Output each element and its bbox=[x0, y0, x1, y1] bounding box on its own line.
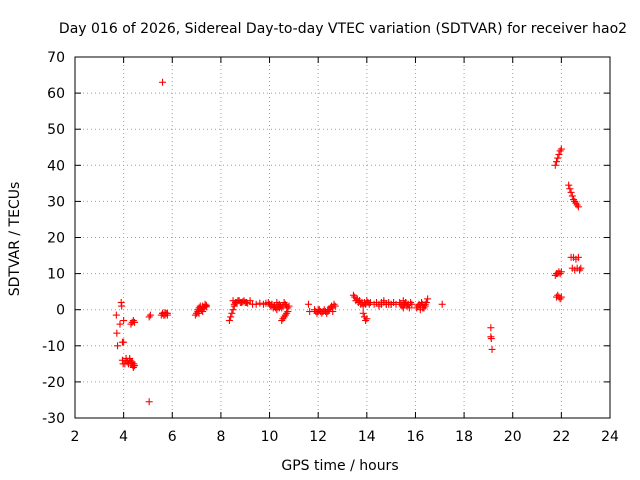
data-point bbox=[256, 299, 264, 307]
data-point bbox=[284, 308, 292, 316]
data-point bbox=[118, 302, 126, 310]
data-point bbox=[145, 398, 153, 406]
data-point bbox=[421, 300, 429, 308]
y-axis-label: SDTVAR / TECUs bbox=[7, 182, 23, 297]
data-point bbox=[419, 304, 427, 312]
data-point bbox=[565, 181, 573, 189]
data-point bbox=[331, 302, 339, 310]
x-tick-label: 2 bbox=[71, 429, 80, 445]
data-point bbox=[306, 308, 314, 316]
data-point bbox=[359, 309, 367, 317]
data-series-sdtvar bbox=[112, 78, 585, 406]
y-tick-label: 60 bbox=[47, 86, 65, 102]
data-point bbox=[225, 317, 233, 325]
x-axis-label: GPS time / hours bbox=[281, 458, 398, 474]
data-point bbox=[362, 317, 370, 325]
y-tick-label: -10 bbox=[42, 339, 65, 355]
data-point bbox=[399, 304, 407, 312]
data-point bbox=[202, 303, 210, 311]
data-point bbox=[576, 266, 584, 274]
data-point bbox=[363, 315, 371, 323]
data-point bbox=[487, 335, 495, 343]
data-point bbox=[145, 313, 153, 321]
data-point bbox=[131, 318, 139, 326]
x-tick-label: 20 bbox=[504, 429, 522, 445]
grid-lines bbox=[75, 57, 610, 418]
y-tick-label: 20 bbox=[47, 231, 65, 247]
data-point bbox=[113, 329, 121, 337]
data-point bbox=[120, 317, 128, 325]
y-tick-label: 10 bbox=[47, 267, 65, 283]
y-tick-label: 40 bbox=[47, 158, 65, 174]
data-point bbox=[405, 304, 413, 312]
x-tick-label: 24 bbox=[601, 429, 619, 445]
data-point bbox=[319, 308, 327, 316]
data-point bbox=[146, 311, 154, 319]
data-point bbox=[270, 302, 278, 310]
data-point bbox=[329, 308, 337, 316]
data-point bbox=[557, 293, 565, 301]
data-point bbox=[227, 313, 235, 321]
data-point bbox=[568, 192, 576, 200]
data-point bbox=[424, 295, 432, 303]
x-tick-label: 10 bbox=[261, 429, 279, 445]
data-point bbox=[556, 147, 564, 155]
x-tick-label: 14 bbox=[358, 429, 376, 445]
y-tick-label: 50 bbox=[47, 122, 65, 138]
data-point bbox=[574, 253, 582, 261]
x-tick-label: 18 bbox=[455, 429, 473, 445]
y-tick-label: 0 bbox=[56, 303, 65, 319]
data-point bbox=[114, 342, 122, 350]
data-point bbox=[131, 362, 139, 370]
data-point bbox=[228, 309, 236, 317]
x-tick-label: 8 bbox=[216, 429, 225, 445]
x-tick-label: 22 bbox=[552, 429, 570, 445]
data-point bbox=[116, 320, 124, 328]
data-point bbox=[159, 78, 167, 86]
data-point bbox=[275, 300, 283, 308]
y-tick-label: -30 bbox=[42, 411, 65, 427]
data-point bbox=[242, 298, 250, 306]
data-point bbox=[557, 145, 565, 153]
data-point bbox=[229, 306, 237, 314]
y-tick-label: -20 bbox=[42, 375, 65, 391]
data-point bbox=[555, 150, 563, 158]
data-point bbox=[387, 300, 395, 308]
data-point bbox=[487, 324, 495, 332]
data-point bbox=[112, 311, 120, 319]
data-point bbox=[438, 300, 446, 308]
data-point bbox=[488, 345, 496, 353]
data-point bbox=[304, 300, 312, 308]
data-point bbox=[195, 309, 203, 317]
data-point bbox=[566, 185, 574, 193]
data-point bbox=[252, 300, 260, 308]
data-point bbox=[553, 158, 560, 166]
data-point bbox=[358, 298, 366, 306]
data-point bbox=[120, 338, 128, 346]
data-point bbox=[574, 203, 582, 211]
data-point bbox=[163, 309, 171, 317]
x-tick-label: 6 bbox=[168, 429, 177, 445]
data-point bbox=[554, 154, 562, 162]
data-point bbox=[557, 268, 565, 276]
data-point bbox=[246, 297, 254, 305]
x-tick-label: 4 bbox=[119, 429, 128, 445]
data-point bbox=[404, 300, 412, 308]
y-tick-label: 70 bbox=[47, 50, 65, 66]
data-point bbox=[324, 306, 332, 314]
chart-title: Day 016 of 2026, Sidereal Day-to-day VTE… bbox=[59, 21, 627, 37]
data-point bbox=[551, 161, 559, 169]
data-point bbox=[285, 302, 293, 310]
axis-ticks: 2 4 6 8 10 12 14 16 18 20 22 24-30-20-1001020304050… bbox=[42, 50, 619, 445]
data-point bbox=[366, 298, 374, 306]
x-tick-label: 12 bbox=[309, 429, 327, 445]
data-point bbox=[567, 188, 575, 196]
x-tick-label: 16 bbox=[407, 429, 425, 445]
data-point bbox=[314, 306, 322, 314]
y-tick-label: 30 bbox=[47, 194, 65, 210]
